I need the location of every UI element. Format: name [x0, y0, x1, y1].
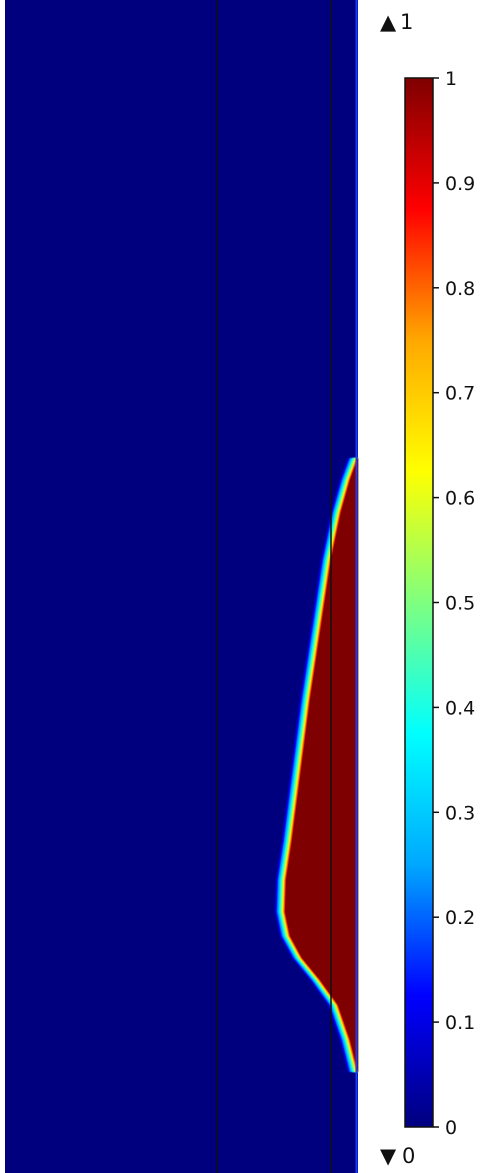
min-indicator-symbol: ▼ [380, 1144, 397, 1168]
min-indicator: ▼ 0 [380, 1144, 415, 1168]
colorbar-tick-label: 0.5 [445, 593, 475, 615]
max-indicator-value: 1 [400, 10, 413, 34]
filled-region [285, 458, 358, 1072]
min-indicator-value: 0 [402, 1144, 415, 1168]
colorbar-tick-label: 0.7 [445, 383, 475, 405]
colorbar-gradient [404, 77, 434, 1128]
colorbar-tick-label: 0.2 [445, 907, 475, 929]
colorbar-tick-label: 0.6 [445, 488, 475, 510]
colorbar-ticks: 0 0.1 0.2 0.3 0.4 0.5 0.6 0.7 0.8 0.9 1 [433, 68, 475, 1139]
max-indicator: ▲ 1 [380, 10, 413, 34]
heatmap-field [5, 0, 358, 1173]
colorbar-tick-label: 0.3 [445, 802, 475, 824]
colorbar-tick-label: 0.1 [445, 1012, 475, 1034]
colorbar-tick-label: 0 [445, 1117, 457, 1139]
background-region [5, 0, 358, 1173]
max-indicator-symbol: ▲ [380, 10, 397, 34]
colorbar-tick-label: 0.9 [445, 173, 475, 195]
colorbar-tick-label: 0.8 [445, 278, 475, 300]
colorbar-tick-label: 1 [445, 68, 457, 90]
colorbar: 0 0.1 0.2 0.3 0.4 0.5 0.6 0.7 0.8 0.9 1 [404, 68, 475, 1139]
colorbar-tick-label: 0.4 [445, 697, 475, 719]
